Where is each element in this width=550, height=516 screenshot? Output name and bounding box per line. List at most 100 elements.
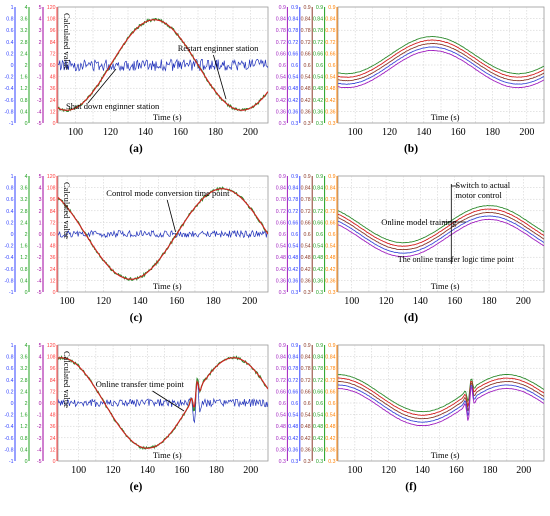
- annotation-switch-1: Switch to actual: [455, 180, 510, 190]
- y-tick-label: 3.2: [20, 197, 27, 203]
- y-tick-label: 1: [11, 343, 14, 349]
- y-tick-label: 0.78: [301, 366, 311, 372]
- y-tick-label: 84: [50, 378, 56, 384]
- y-tick-label: 0.9: [291, 343, 298, 349]
- y-tick-label: 0.2: [6, 220, 13, 226]
- y-tick-label: 0.4: [6, 209, 13, 215]
- y-tick-label: 0: [53, 459, 56, 465]
- y-tick-label: 0.84: [276, 186, 286, 192]
- plot-content: [58, 186, 268, 282]
- y-tick-label: 0.78: [325, 197, 335, 203]
- y-tick-label: 0.42: [288, 436, 298, 442]
- y-tick-label: 2.8: [20, 378, 27, 384]
- y-tick-label: 0.84: [313, 17, 323, 23]
- y-tick-label: 3.6: [20, 186, 27, 192]
- y-tick-label: 1: [39, 51, 42, 57]
- y-tick-label: 0: [25, 290, 28, 296]
- x-tick-label: 140: [415, 465, 430, 476]
- y-tick-label: 1: [11, 174, 14, 180]
- series-green-line: [58, 17, 268, 113]
- y-tick-label: 120: [47, 343, 56, 349]
- y-tick-label: -0.6: [5, 98, 14, 104]
- y-tick-label: 0.72: [301, 378, 311, 384]
- y-tick-label: 0.6: [316, 401, 323, 407]
- y-tick-label: 2: [39, 378, 42, 384]
- x-tick-label: 120: [106, 465, 121, 476]
- y-tick-label: 48: [50, 244, 56, 250]
- y-tick-label: 0.48: [301, 424, 311, 430]
- series-line-5: [338, 218, 544, 258]
- y-tick-label: 0.3: [303, 459, 310, 465]
- y-tick-label: 0.54: [288, 244, 298, 250]
- y-tick-label: 12: [50, 447, 56, 453]
- y-tick-label: 0.54: [301, 244, 311, 250]
- y-tick-label: 0.66: [288, 389, 298, 395]
- x-tick-label: 140: [416, 127, 431, 138]
- annotation-arrow: [87, 68, 117, 104]
- y-tick-label: 2.8: [20, 40, 27, 46]
- y-tick-label: 0.84: [288, 186, 298, 192]
- y-tick-label: 0.42: [325, 267, 335, 273]
- y-tick-label: 60: [50, 63, 56, 69]
- y-tick-label: 0.72: [288, 209, 298, 215]
- y-tick-label: 0.9: [316, 5, 323, 11]
- y-tick-label: 0.48: [288, 86, 298, 92]
- y-tick-label: 0.3: [279, 290, 286, 296]
- y-tick-label: 0.36: [325, 278, 335, 284]
- x-tick-label: 180: [482, 465, 497, 476]
- y-tick-label: 4: [39, 355, 42, 361]
- y-tick-label: 48: [50, 75, 56, 81]
- y-tick-label: 0: [39, 401, 42, 407]
- y-tick-label: 0.72: [301, 40, 311, 46]
- y-tick-label: -0.6: [5, 267, 14, 273]
- y-tick-label: 1: [39, 389, 42, 395]
- y-tick-label: 0.4: [6, 40, 13, 46]
- annotation-online-transfer: Online transfer time point: [96, 379, 185, 389]
- y-tick-label: 0.78: [313, 197, 323, 203]
- y-tick-label: 4: [25, 343, 28, 349]
- y-tick-label: 84: [50, 209, 56, 215]
- y-tick-label: -0.4: [5, 255, 14, 261]
- x-tick-label: 160: [451, 127, 466, 138]
- y-tick-label: 24: [50, 436, 56, 442]
- y-tick-label: 0.54: [301, 413, 311, 419]
- y-tick-label: 0.36: [313, 278, 323, 284]
- y-tick-label: -0.4: [5, 86, 14, 92]
- y-tick-label: 0: [25, 121, 28, 127]
- annotation-arrow: [213, 54, 227, 100]
- y-tick-label: 0.6: [303, 232, 310, 238]
- y-tick-label: -0.2: [5, 413, 14, 419]
- panel-caption: (f): [405, 481, 417, 493]
- y-tick-label: 0.84: [288, 17, 298, 23]
- y-tick-label: 12: [50, 278, 56, 284]
- y-tick-label: 0.78: [325, 28, 335, 34]
- y-tick-label: 120: [47, 5, 56, 11]
- x-tick-label: 180: [206, 296, 221, 307]
- y-tick-label: 0.36: [301, 278, 311, 284]
- y-tick-label: 2.4: [20, 51, 27, 57]
- y-tick-label: 36: [50, 255, 56, 261]
- y-tick-label: 0.9: [316, 343, 323, 349]
- y-tick-label: 3.6: [20, 17, 27, 23]
- y-tick-label: 0.48: [325, 255, 335, 261]
- panel-b: 0.90.840.780.720.660.60.540.480.420.360.…: [276, 5, 545, 155]
- y-tick-label: 3.2: [20, 366, 27, 372]
- y-tick-label: 0.42: [288, 98, 298, 104]
- y-tick-label: -0.8: [5, 278, 14, 284]
- y-tick-label: 0.3: [279, 459, 286, 465]
- annotation-shutdown: Shut down enginner station: [66, 101, 160, 111]
- annotation-online-training: Online model training: [381, 217, 457, 227]
- y-tick-label: 0.78: [288, 366, 298, 372]
- y-tick-label: 0: [39, 63, 42, 69]
- y-tick-label: 0.42: [301, 267, 311, 273]
- panel-caption: (e): [130, 481, 143, 493]
- y-tick-label: 0.78: [313, 28, 323, 34]
- y-tick-label: 0.4: [20, 278, 27, 284]
- y-tick-label: 0.66: [276, 220, 286, 226]
- y-tick-label: 0.6: [328, 401, 335, 407]
- y-tick-label: 0.4: [6, 378, 13, 384]
- y-tick-label: 4: [39, 17, 42, 23]
- y-tick-label: 2: [25, 232, 28, 238]
- y-tick-label: 0.36: [288, 447, 298, 453]
